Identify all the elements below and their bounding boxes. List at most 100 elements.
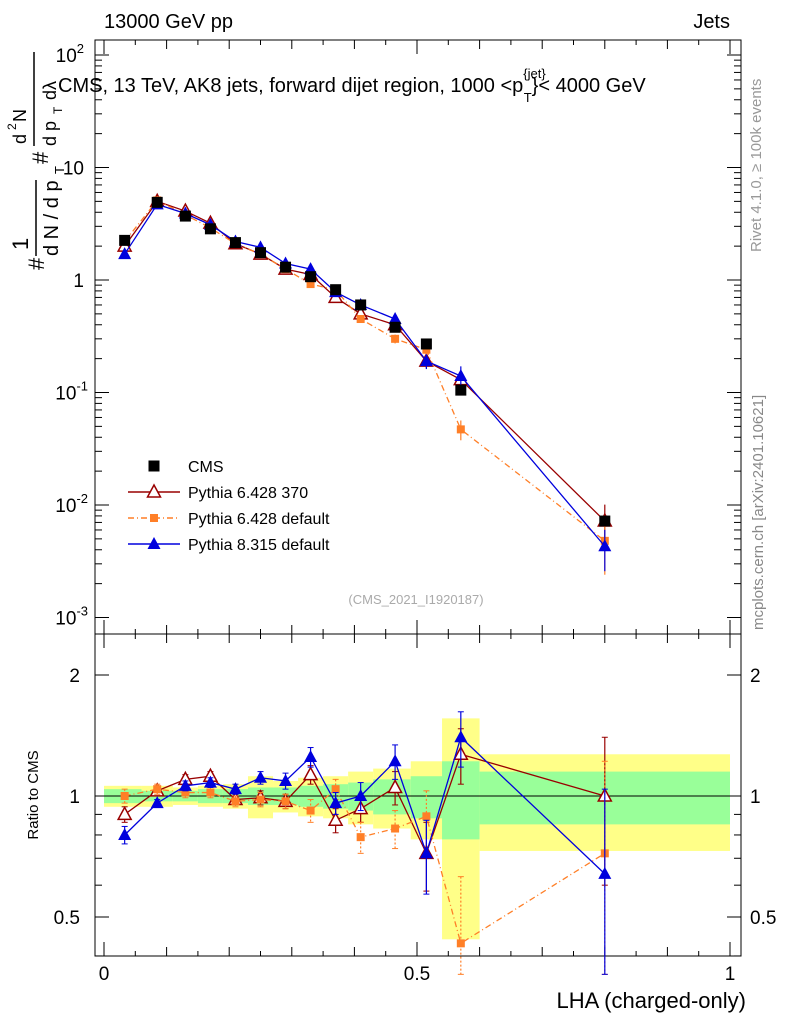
ratio-line-py8 xyxy=(124,736,606,875)
x-tick-label: 0 xyxy=(99,964,110,985)
y-tick-label: 10-3 xyxy=(55,604,88,630)
data-point-py6_def xyxy=(356,315,365,324)
data-point-py6_def xyxy=(391,334,400,343)
svg-text:d: d xyxy=(10,134,30,144)
ratio-point-py6_def xyxy=(281,797,290,806)
ratio-line-py6_def xyxy=(124,788,606,945)
legend: CMS Pythia 6.428 370 Pythia 6.428 default P… xyxy=(128,459,330,554)
y-tick-label: 10-2 xyxy=(55,491,88,517)
series-line-py6_def xyxy=(124,199,606,542)
data-point-cms xyxy=(355,299,367,311)
legend-label-cms: CMS xyxy=(188,459,224,476)
y-tick-label: 1 xyxy=(73,271,84,292)
analysis-id-watermark: (CMS_2021_I1920187) xyxy=(348,592,483,607)
ratio-point-py6_def xyxy=(231,797,240,806)
svg-text:dλ: dλ xyxy=(40,81,60,100)
ratio-point-py6_370 xyxy=(116,805,133,821)
ratio-point-py8 xyxy=(354,789,368,801)
data-point-cms xyxy=(389,321,401,333)
svg-text:#: # xyxy=(28,151,53,164)
mcplots-label: mcplots.cern.ch [arXiv:2401.10621] xyxy=(750,395,767,630)
legend-label-py6_def: Pythia 6.428 default xyxy=(188,511,330,528)
ratio-point-py8 xyxy=(598,866,612,879)
ratio-point-py8 xyxy=(118,827,132,840)
ratio-tick-label-right: 1 xyxy=(750,787,761,808)
ratio-point-py8 xyxy=(203,775,217,788)
ratio-tick-label-left: 2 xyxy=(69,666,80,687)
legend-label-py6_370: Pythia 6.428 370 xyxy=(188,485,308,502)
ratio-point-py8 xyxy=(304,750,318,763)
rivet-version-label: Rivet 4.1.0, ≥ 100k events xyxy=(748,79,765,252)
data-point-py8 xyxy=(598,539,612,552)
y-tick-label: 102 xyxy=(56,41,84,67)
x-axis-label: LHA (charged-only) xyxy=(556,988,746,1013)
ratio-point-py8 xyxy=(388,754,402,767)
y-axis-label-ratio: Ratio to CMS xyxy=(25,750,42,839)
data-point-cms xyxy=(455,384,467,396)
svg-text:d N / d p: d N / d p xyxy=(41,180,63,256)
data-point-py6_def xyxy=(456,425,465,434)
data-point-py8 xyxy=(304,262,318,275)
svg-text:#: # xyxy=(24,257,49,270)
ratio-point-py6_370 xyxy=(327,811,344,827)
data-point-cms xyxy=(179,210,191,222)
ratio-point-py8 xyxy=(329,796,343,809)
ratio-point-py8 xyxy=(178,778,192,791)
ratio-point-py6_def xyxy=(331,785,340,794)
data-point-py8 xyxy=(454,369,468,382)
data-point-py8 xyxy=(118,247,132,260)
data-point-cms xyxy=(420,338,432,350)
legend-marker-py6_370 xyxy=(146,483,162,498)
data-point-cms xyxy=(229,237,241,249)
ratio-tick-label-left: 0.5 xyxy=(54,908,80,929)
data-point-cms xyxy=(119,234,131,246)
x-tick-label: 0.5 xyxy=(404,964,430,985)
ratio-point-py6_370 xyxy=(302,766,319,781)
ratio-point-py6_def xyxy=(120,792,129,800)
svg-text:T: T xyxy=(51,106,65,114)
data-point-cms xyxy=(204,223,216,235)
ratio-point-py8 xyxy=(254,770,267,783)
ratio-point-py6_def xyxy=(206,788,215,797)
plot-title: CMS, 13 TeV, AK8 jets, forward dijet reg… xyxy=(58,66,646,105)
data-point-cms xyxy=(151,196,163,208)
data-point-py6_def xyxy=(422,345,431,354)
ratio-point-py6_def xyxy=(256,795,265,804)
legend-marker-py6_def xyxy=(150,514,158,522)
ratio-tick-label-left: 1 xyxy=(69,787,80,808)
category-label: Jets xyxy=(693,11,730,33)
ratio-series xyxy=(116,711,613,975)
ratio-panel-frame xyxy=(94,633,742,957)
ratio-point-py6_def xyxy=(356,833,365,842)
legend-label-py8: Pythia 8.315 default xyxy=(188,537,330,554)
ratio-point-py6_def xyxy=(456,939,465,948)
data-point-cms xyxy=(280,261,292,273)
ratio-point-py6_370 xyxy=(387,778,403,794)
energy-label: 13000 GeV pp xyxy=(104,11,233,33)
legend-marker-py8 xyxy=(147,537,161,549)
ratio-point-py8 xyxy=(150,796,164,809)
data-point-py8 xyxy=(388,312,402,325)
ratio-point-py8 xyxy=(454,730,468,743)
legend-marker-cms xyxy=(148,460,160,472)
ratio-point-py6_def xyxy=(391,824,400,833)
axis-ticks: 0 0.5 1 10-3 10-2 10-1 1 10 102 0.5 0.5 1 1 2 2 xyxy=(54,40,776,985)
ratio-tick-label-right: 0.5 xyxy=(750,908,776,929)
ratio-point-py8 xyxy=(419,846,433,859)
svg-text:2: 2 xyxy=(5,123,19,130)
ratio-point-py8 xyxy=(228,782,242,795)
ratio-point-py6_def xyxy=(422,812,431,821)
y-tick-label: 10 xyxy=(63,159,84,180)
ratio-point-py6_def xyxy=(306,806,315,815)
data-point-py8 xyxy=(419,354,433,367)
svg-text:T: T xyxy=(52,166,67,174)
y-tick-label: 10-1 xyxy=(55,379,88,405)
svg-text:d p: d p xyxy=(40,121,60,146)
ratio-point-py6_def xyxy=(153,785,162,794)
data-point-cms xyxy=(330,284,342,296)
data-point-cms xyxy=(255,247,266,259)
x-tick-label: 1 xyxy=(725,964,736,985)
ratio-uncertainty-bands xyxy=(104,718,730,940)
ratio-point-py8 xyxy=(279,773,293,786)
